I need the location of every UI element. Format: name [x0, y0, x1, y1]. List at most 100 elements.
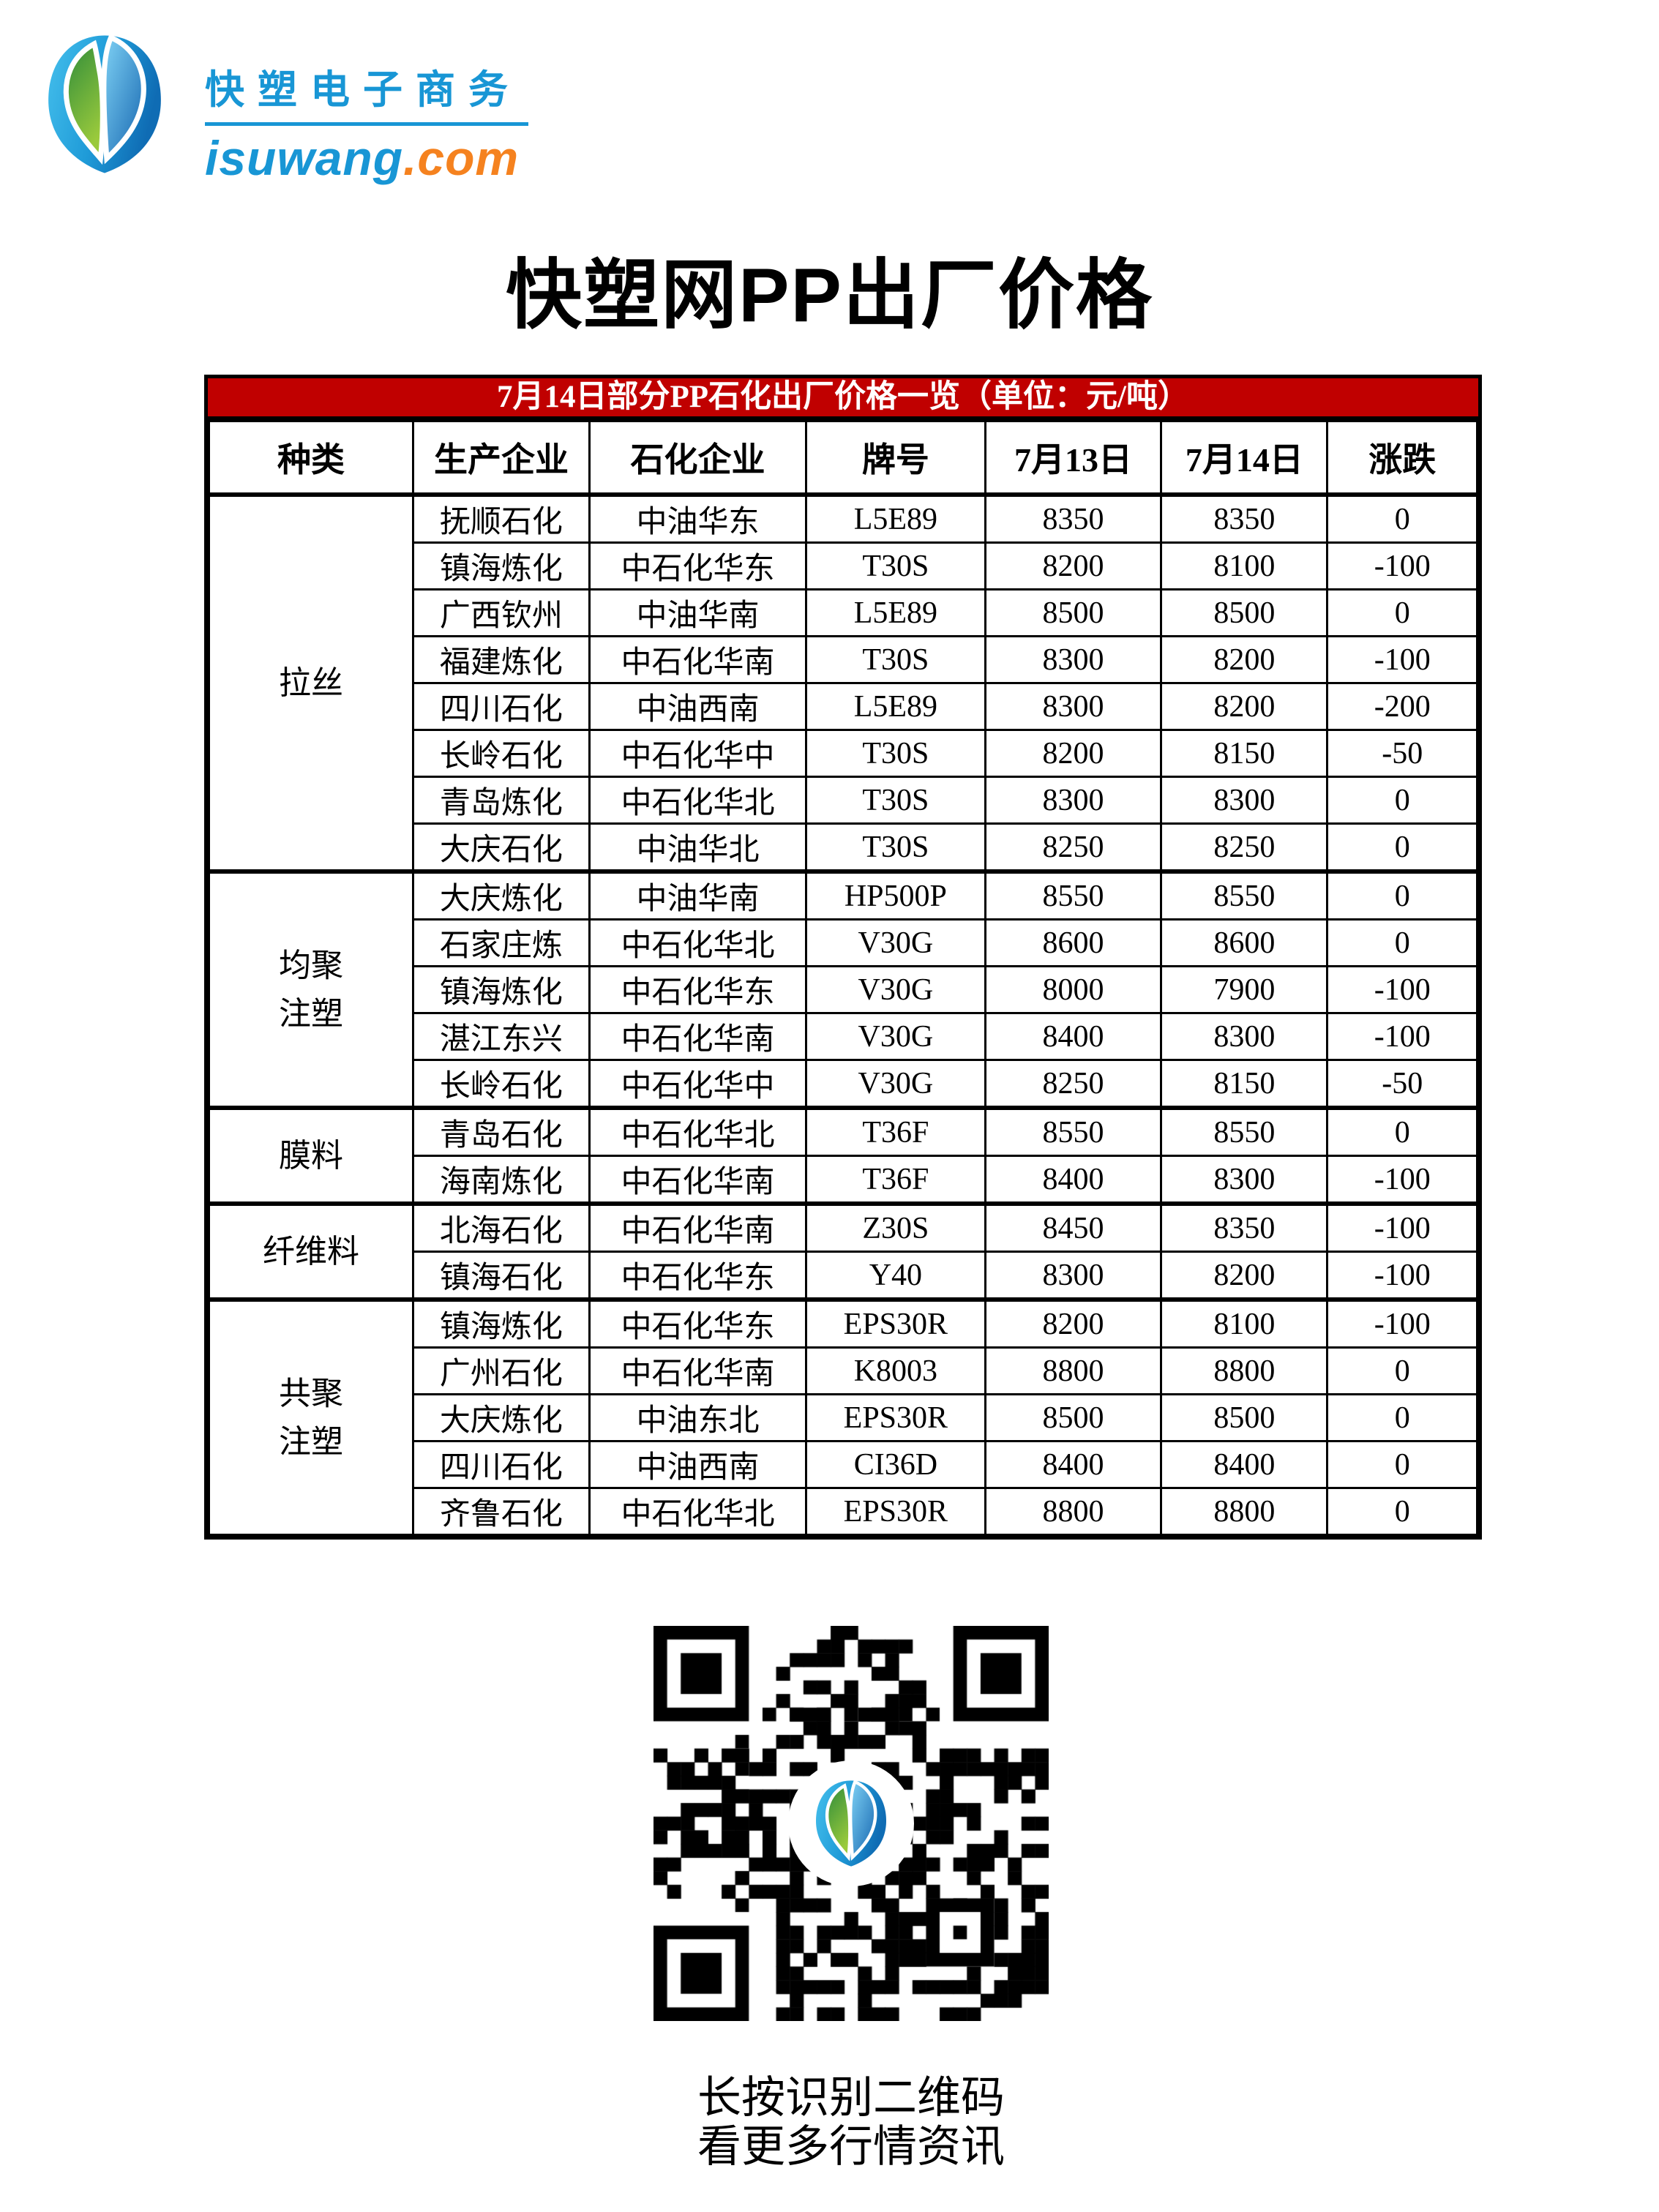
table-row: 长岭石化 中石化华中 T30S 8200 8150 -50: [209, 729, 1478, 778]
cell-producer: 镇海炼化: [412, 541, 591, 591]
cell-change: -50: [1326, 729, 1478, 778]
cell-grade: T30S: [805, 635, 986, 684]
cell-producer: 齐鲁石化: [412, 1487, 591, 1536]
cell-price-0713: 8200: [984, 541, 1163, 591]
category-cell: 共聚 注塑: [208, 1297, 414, 1536]
cell-petrochem: 中石化华南: [588, 1201, 808, 1253]
cell-petrochem: 中石化华南: [588, 1346, 808, 1395]
footer-line2: 看更多行情资讯: [697, 2122, 1005, 2171]
table-row: 青岛炼化 中石化华北 T30S 8300 8300 0: [209, 776, 1478, 825]
cell-grade: K8003: [805, 1346, 986, 1395]
table-row: 四川石化 中油西南 CI36D 8400 8400 0: [209, 1440, 1478, 1489]
cell-price-0713: 8800: [984, 1346, 1163, 1395]
cell-price-0713: 8350: [984, 492, 1163, 544]
footer-note: 长按识别二维码 看更多行情资讯: [610, 2073, 1093, 2171]
cell-price-0714: 8150: [1160, 1059, 1329, 1109]
cell-producer: 广西钦州: [412, 588, 591, 637]
cell-change: 0: [1326, 869, 1478, 921]
cell-petrochem: 中石化华东: [588, 1297, 808, 1349]
cell-price-0713: 8550: [984, 869, 1163, 921]
cell-producer: 四川石化: [412, 682, 591, 731]
table-row: 大庆石化 中油华北 T30S 8250 8250 0: [209, 822, 1478, 873]
table-row: 齐鲁石化 中石化华北 EPS30R 8800 8800 0: [209, 1487, 1478, 1536]
cell-grade: HP500P: [805, 869, 986, 921]
cell-price-0713: 8300: [984, 682, 1163, 731]
cell-petrochem: 中油华南: [588, 588, 808, 637]
cell-change: 0: [1326, 822, 1478, 873]
cell-grade: T36F: [805, 1106, 986, 1157]
page-title: 快塑网PP出厂价格: [506, 253, 1153, 338]
table-row: 大庆炼化 中油东北 EPS30R 8500 8500 0: [209, 1393, 1478, 1442]
cell-petrochem: 中油华北: [588, 822, 808, 873]
table-row: 长岭石化 中石化华中 V30G 8250 8150 -50: [209, 1059, 1478, 1109]
cell-price-0713: 8300: [984, 635, 1163, 684]
cell-grade: T30S: [805, 822, 986, 873]
cell-price-0714: 8400: [1160, 1440, 1329, 1489]
isuwang-drop-icon: [808, 1777, 894, 1870]
category-cell: 膜料: [208, 1106, 414, 1205]
cell-grade: T30S: [805, 776, 986, 825]
cell-change: 0: [1326, 1393, 1478, 1442]
cell-price-0713: 8200: [984, 1297, 1163, 1349]
column-header-category: 种类: [208, 420, 414, 496]
cell-producer: 大庆炼化: [412, 1393, 591, 1442]
cell-producer: 长岭石化: [412, 729, 591, 778]
table-caption: 7月14日部分PP石化出厂价格一览（单位：元/吨）: [208, 378, 1478, 420]
cell-grade: L5E89: [805, 588, 986, 637]
category-cell: 拉丝: [208, 492, 414, 873]
cell-petrochem: 中油西南: [588, 682, 808, 731]
cell-change: 0: [1326, 776, 1478, 825]
cell-price-0713: 8000: [984, 965, 1163, 1014]
cell-grade: T36F: [805, 1155, 986, 1205]
price-table: 7月14日部分PP石化出厂价格一览（单位：元/吨） 种类 生产企业 石化企业 牌…: [204, 375, 1482, 1540]
cell-petrochem: 中油东北: [588, 1393, 808, 1442]
cell-petrochem: 中油华东: [588, 492, 808, 544]
cell-price-0714: 8200: [1160, 682, 1329, 731]
cell-producer: 青岛石化: [412, 1106, 591, 1157]
cell-price-0713: 8500: [984, 588, 1163, 637]
cell-price-0713: 8400: [984, 1155, 1163, 1205]
cell-price-0713: 8400: [984, 1012, 1163, 1061]
cell-price-0714: 8200: [1160, 1251, 1329, 1301]
cell-price-0714: 8800: [1160, 1346, 1329, 1395]
cell-petrochem: 中石化华北: [588, 1487, 808, 1536]
cell-change: -100: [1326, 541, 1478, 591]
column-header-grade: 牌号: [805, 420, 986, 496]
cell-producer: 湛江东兴: [412, 1012, 591, 1061]
cell-price-0714: 8200: [1160, 635, 1329, 684]
column-header-change: 涨跌: [1326, 420, 1478, 496]
cell-grade: T30S: [805, 541, 986, 591]
table-row: 拉丝 抚顺石化 中油华东 L5E89 8350 8350 0: [208, 492, 1478, 873]
cell-producer: 广州石化: [412, 1346, 591, 1395]
cell-price-0714: 8800: [1160, 1487, 1329, 1536]
table-row: 四川石化 中油西南 L5E89 8300 8200 -200: [209, 682, 1478, 731]
table-row: 膜料 青岛石化 中石化华北 T36F 8550 8550 0: [208, 1106, 1478, 1205]
cell-change: -100: [1326, 1155, 1478, 1205]
cell-price-0713: 8600: [984, 918, 1163, 967]
table-row: 石家庄炼 中石化华北 V30G 8600 8600 0: [209, 918, 1478, 967]
cell-petrochem: 中石化华南: [588, 635, 808, 684]
cell-change: 0: [1326, 918, 1478, 967]
cell-change: 0: [1326, 1346, 1478, 1395]
column-header-petrochem: 石化企业: [588, 420, 808, 496]
cell-producer: 抚顺石化: [412, 492, 591, 544]
cell-grade: EPS30R: [805, 1297, 986, 1349]
column-header-price-0713: 7月13日: [984, 420, 1163, 496]
cell-price-0714: 8100: [1160, 1297, 1329, 1349]
cell-price-0713: 8550: [984, 1106, 1163, 1157]
footer-line1: 长按识别二维码: [697, 2073, 1005, 2122]
cell-change: 0: [1326, 1440, 1478, 1489]
cell-price-0714: 8550: [1160, 869, 1329, 921]
cell-price-0713: 8300: [984, 776, 1163, 825]
cell-producer: 大庆炼化: [412, 869, 591, 921]
cell-price-0714: 8350: [1160, 492, 1329, 544]
brand-domain-tld: .com: [403, 131, 520, 185]
table-row: 镇海炼化 中石化华东 V30G 8000 7900 -100: [209, 965, 1478, 1014]
table-row: 均聚 注塑 大庆炼化 中油华南 HP500P 8550 8550 0: [208, 869, 1478, 1109]
cell-grade: Z30S: [805, 1201, 986, 1253]
cell-grade: EPS30R: [805, 1487, 986, 1536]
cell-grade: T30S: [805, 729, 986, 778]
cell-change: 0: [1326, 1106, 1478, 1157]
cell-price-0714: 8600: [1160, 918, 1329, 967]
